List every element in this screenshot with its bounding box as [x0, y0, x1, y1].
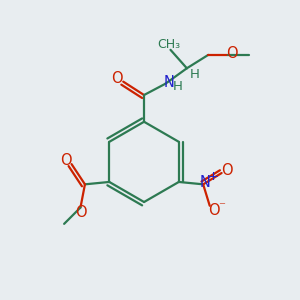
Text: H: H — [173, 80, 183, 93]
Text: ⁻: ⁻ — [218, 201, 225, 214]
Text: O: O — [75, 205, 86, 220]
Text: +: + — [207, 169, 218, 182]
Text: CH₃: CH₃ — [158, 38, 181, 51]
Text: O: O — [60, 153, 72, 168]
Text: O: O — [226, 46, 238, 61]
Text: H: H — [189, 68, 199, 81]
Text: O: O — [112, 70, 123, 86]
Text: N: N — [200, 175, 211, 190]
Text: O: O — [221, 163, 233, 178]
Text: O: O — [208, 203, 220, 218]
Text: N: N — [164, 75, 175, 90]
